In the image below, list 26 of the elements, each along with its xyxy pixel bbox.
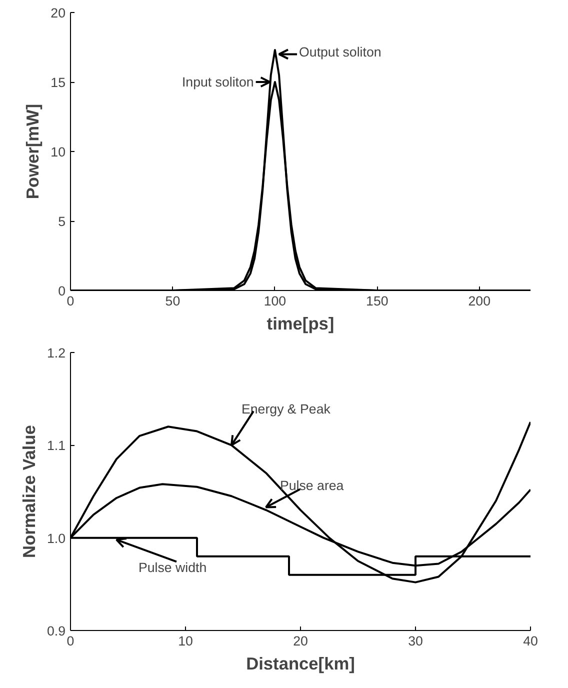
y-tick-label: 1.2 [46, 346, 66, 360]
annotation: Pulse area [280, 478, 344, 493]
annotation: Output soliton [299, 44, 382, 60]
x-tick-label: 40 [523, 634, 538, 648]
x-tick-label: 100 [264, 294, 286, 308]
x-tick-label: 10 [178, 634, 193, 648]
x-tick-label: 150 [366, 294, 388, 308]
x-tick-label: 30 [408, 634, 423, 648]
y-tick-label: 15 [50, 75, 66, 90]
x-axis-title: time[ps] [266, 314, 334, 334]
x-axis-title: Distance[km] [246, 654, 355, 674]
y-axis-title: Power[mW] [22, 104, 43, 200]
annotation: Input soliton [182, 74, 254, 90]
y-tick-label: 1.1 [46, 438, 66, 454]
y-tick-label: 20 [50, 6, 66, 20]
x-tick-label: 200 [468, 294, 491, 308]
y-tick-label: 0 [58, 284, 66, 298]
y-tick-label: 5 [58, 214, 66, 229]
annotation: Pulse width [138, 560, 207, 576]
x-tick-label: 50 [165, 294, 180, 308]
annotation: Energy & Peak [242, 402, 331, 417]
y-axis-title: Normalize Value [18, 424, 39, 558]
x-tick-label: 20 [293, 634, 308, 648]
y-tick-label: 0.9 [46, 624, 66, 638]
y-tick-label: 1.0 [46, 530, 66, 546]
y-tick-label: 10 [50, 144, 66, 160]
